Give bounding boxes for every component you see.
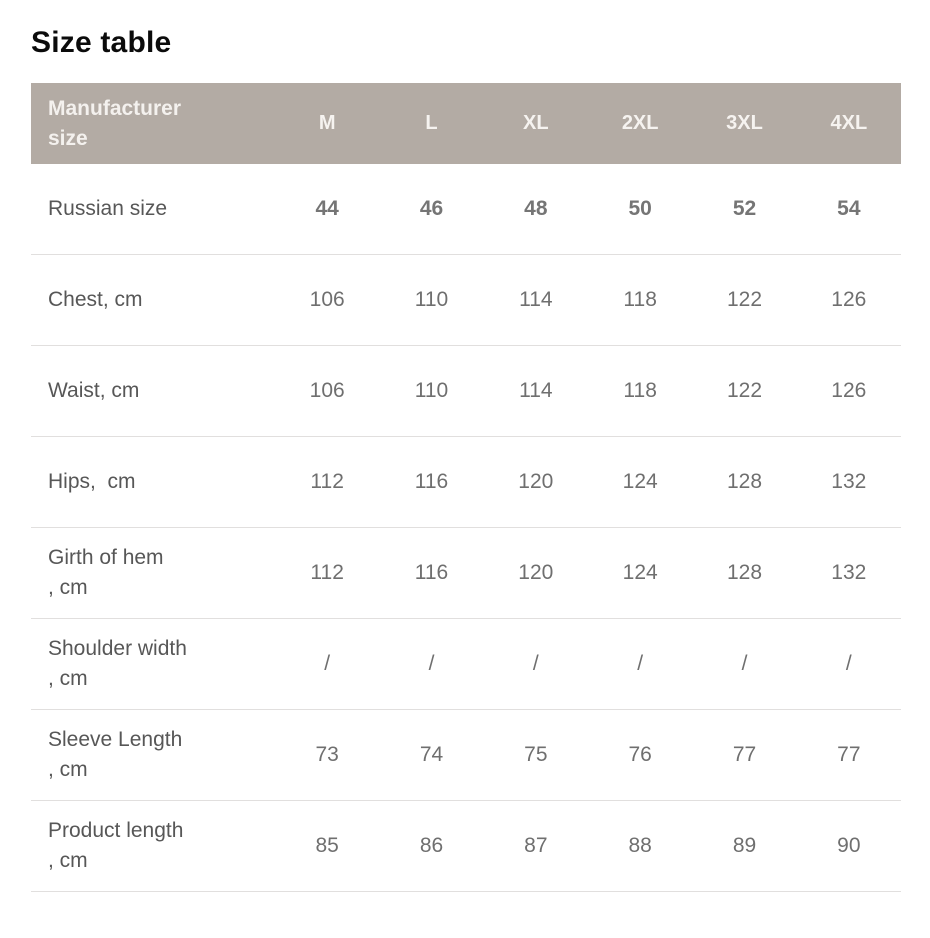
size-value-cell: 118 xyxy=(623,379,657,402)
header-col-3xl: 3XL xyxy=(726,112,763,134)
size-value-cell: 90 xyxy=(837,834,861,857)
row-label: Sleeve Length , cm xyxy=(48,728,183,781)
table-row-hips: Hips, cm 112 116 120 124 128 132 xyxy=(31,437,901,528)
row-label: Waist, cm xyxy=(48,379,140,403)
size-value-cell: 106 xyxy=(309,288,345,311)
size-value-cell: 124 xyxy=(622,561,658,584)
table-row-shoulder-width: Shoulder width , cm / / / / / / xyxy=(31,619,901,710)
table-row-waist: Waist, cm 106 110 114 118 122 126 xyxy=(31,346,901,437)
size-value-cell: 120 xyxy=(518,561,554,584)
size-value-cell: 126 xyxy=(831,379,867,402)
header-col-m: M xyxy=(318,112,336,134)
size-value-cell: 74 xyxy=(419,743,444,766)
size-value-cell: 86 xyxy=(419,834,444,857)
size-value-cell: / xyxy=(428,652,435,675)
size-value-cell: 112 xyxy=(310,561,344,584)
size-table: Manufacturer size M L XL 2XL 3XL 4XL Rus… xyxy=(31,83,901,892)
size-value-cell: 112 xyxy=(310,470,344,493)
size-value-cell: 50 xyxy=(628,197,652,220)
size-value-cell: 87 xyxy=(524,834,548,857)
size-value-cell: 75 xyxy=(524,743,548,766)
size-value-cell: 114 xyxy=(519,288,553,311)
size-value-cell: 132 xyxy=(831,470,867,493)
size-value-cell: 114 xyxy=(519,379,553,402)
size-value-cell: 44 xyxy=(315,197,339,220)
size-value-cell: 106 xyxy=(309,379,345,402)
size-value-cell: 54 xyxy=(837,197,861,220)
table-row-girth-of-hem: Girth of hem , cm 112 116 120 124 128 13… xyxy=(31,528,901,619)
size-value-cell: 124 xyxy=(622,470,658,493)
table-row-sleeve-length: Sleeve Length , cm 73 74 75 76 77 77 xyxy=(31,710,901,801)
size-value-cell: 110 xyxy=(414,288,449,311)
size-value-cell: / xyxy=(324,652,331,675)
size-value-cell: 128 xyxy=(726,561,763,584)
row-label: Girth of hem , cm xyxy=(48,546,164,599)
size-value-cell: 88 xyxy=(628,834,652,857)
size-value-cell: 48 xyxy=(524,197,548,220)
size-value-cell: 126 xyxy=(831,288,867,311)
size-value-cell: / xyxy=(741,652,748,675)
size-value-cell: / xyxy=(532,652,539,675)
size-value-cell: 132 xyxy=(831,561,867,584)
size-value-cell: 73 xyxy=(315,743,339,766)
header-manufacturer-size-label: Manufacturer size xyxy=(48,96,182,150)
table-row-product-length: Product length , cm 85 86 87 88 89 90 xyxy=(31,801,901,892)
size-value-cell: 77 xyxy=(837,743,861,766)
table-row-chest: Chest, cm 106 110 114 118 122 126 xyxy=(31,255,901,346)
size-value-cell: 46 xyxy=(419,197,444,220)
page-title: Size table xyxy=(31,26,172,60)
size-value-cell: 89 xyxy=(732,834,757,857)
header-col-l: L xyxy=(425,112,438,134)
size-value-cell: 110 xyxy=(414,379,449,402)
size-value-cell: 122 xyxy=(726,288,763,311)
header-col-xl: XL xyxy=(523,112,549,134)
header-col-4xl: 4XL xyxy=(830,112,868,134)
row-label: Shoulder width , cm xyxy=(48,637,187,690)
size-value-cell: 118 xyxy=(623,288,657,311)
row-label: Product length , cm xyxy=(48,819,184,872)
table-header-row: Manufacturer size M L XL 2XL 3XL 4XL xyxy=(31,83,901,164)
size-value-cell: 116 xyxy=(414,561,449,584)
size-value-cell: 77 xyxy=(732,743,757,766)
size-value-cell: / xyxy=(845,652,852,675)
size-value-cell: 120 xyxy=(518,470,554,493)
size-value-cell: 116 xyxy=(414,470,449,493)
row-label: Hips, cm xyxy=(48,470,136,494)
table-row-russian-size: Russian size 44 46 48 50 52 54 xyxy=(31,164,901,255)
size-value-cell: / xyxy=(637,652,644,675)
size-value-cell: 85 xyxy=(315,834,339,857)
size-value-cell: 76 xyxy=(628,743,652,766)
size-value-cell: 52 xyxy=(732,197,757,220)
size-value-cell: 122 xyxy=(726,379,763,402)
header-col-2xl: 2XL xyxy=(621,112,659,134)
row-label: Chest, cm xyxy=(48,288,143,312)
size-value-cell: 128 xyxy=(726,470,763,493)
row-label: Russian size xyxy=(48,197,168,221)
